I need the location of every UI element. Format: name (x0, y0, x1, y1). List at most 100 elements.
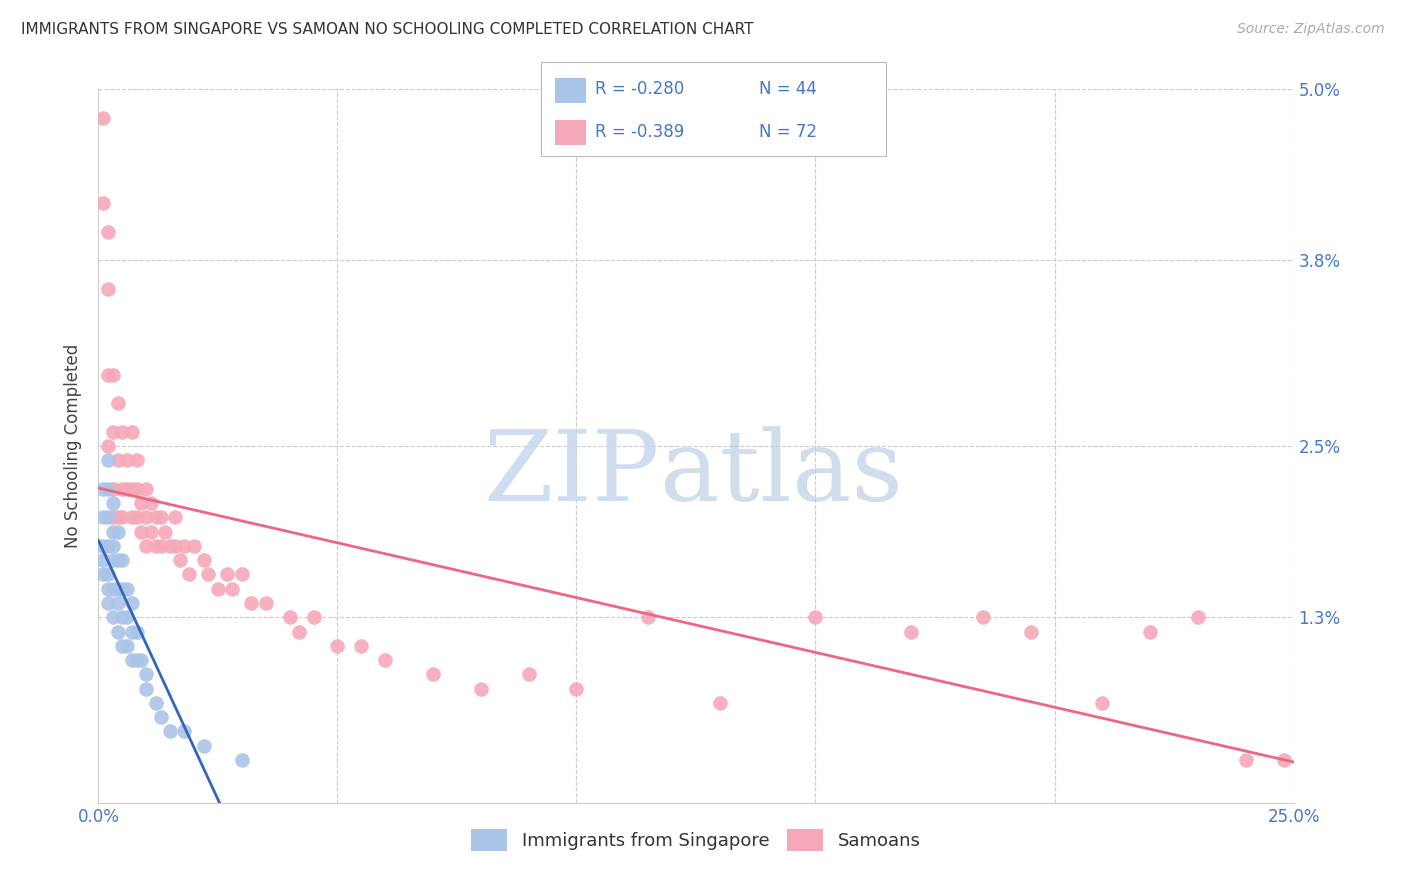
Point (91, 196, 114, 211)
Point (97, 567, 120, 582)
Point (159, 724, 181, 739)
Point (121, 425, 143, 439)
Point (107, 524, 129, 539)
Point (97, 596, 120, 610)
Point (101, 539, 124, 553)
Point (121, 653, 143, 667)
Point (107, 596, 129, 610)
Point (135, 681, 157, 696)
Point (107, 510, 129, 524)
Point (107, 624, 129, 639)
Text: R = -0.280: R = -0.280 (595, 80, 683, 98)
Point (149, 539, 172, 553)
Point (131, 653, 153, 667)
Point (193, 739, 215, 753)
Point (111, 553, 134, 567)
Point (97, 482, 120, 496)
Point (115, 482, 138, 496)
Point (231, 567, 253, 582)
Point (101, 553, 124, 567)
Point (135, 539, 157, 553)
Point (125, 510, 148, 524)
Point (1139, 624, 1161, 639)
Point (121, 482, 143, 496)
Point (101, 610, 124, 624)
Text: N = 72: N = 72 (759, 123, 817, 141)
Point (135, 482, 157, 496)
Text: IMMIGRANTS FROM SINGAPORE VS SAMOAN NO SCHOOLING COMPLETED CORRELATION CHART: IMMIGRANTS FROM SINGAPORE VS SAMOAN NO S… (21, 22, 754, 37)
Point (121, 596, 143, 610)
Point (125, 453, 148, 467)
Point (91, 553, 114, 567)
Point (135, 510, 157, 524)
Point (101, 425, 124, 439)
Point (125, 624, 148, 639)
Point (193, 553, 215, 567)
Point (91, 111, 114, 125)
Point (1234, 753, 1257, 767)
Point (111, 610, 134, 624)
Point (565, 681, 588, 696)
Text: R = -0.389: R = -0.389 (595, 123, 683, 141)
Point (97, 510, 120, 524)
Point (115, 639, 138, 653)
Point (145, 696, 167, 710)
Point (155, 524, 177, 539)
Point (326, 639, 349, 653)
Point (278, 610, 301, 624)
Point (101, 496, 124, 510)
Point (804, 610, 827, 624)
Point (183, 539, 205, 553)
Point (121, 510, 143, 524)
Point (101, 510, 124, 524)
Point (111, 639, 134, 653)
Point (125, 482, 148, 496)
Point (1187, 610, 1209, 624)
Point (111, 582, 134, 596)
Point (97, 453, 120, 467)
Point (972, 610, 994, 624)
Point (111, 482, 134, 496)
Point (101, 368, 124, 382)
Text: N = 44: N = 44 (759, 80, 817, 98)
Point (422, 667, 444, 681)
Point (115, 582, 138, 596)
Point (163, 539, 186, 553)
Point (131, 496, 153, 510)
Y-axis label: No Schooling Completed: No Schooling Completed (65, 344, 83, 548)
Point (111, 425, 134, 439)
Point (254, 596, 277, 610)
Point (637, 610, 659, 624)
Point (149, 710, 172, 724)
Point (115, 453, 138, 467)
Point (115, 610, 138, 624)
Text: Source: ZipAtlas.com: Source: ZipAtlas.com (1237, 22, 1385, 37)
Point (709, 696, 731, 710)
Point (374, 653, 396, 667)
Point (101, 524, 124, 539)
Point (900, 624, 922, 639)
Point (91, 510, 114, 524)
Point (159, 539, 181, 553)
Point (97, 539, 120, 553)
Point (221, 582, 243, 596)
Point (145, 539, 167, 553)
Point (97, 225, 120, 239)
Point (107, 453, 129, 467)
Point (139, 496, 162, 510)
Point (121, 624, 143, 639)
Point (101, 582, 124, 596)
Point (91, 482, 114, 496)
Point (217, 567, 239, 582)
Point (197, 567, 219, 582)
Point (517, 667, 540, 681)
Point (125, 653, 148, 667)
Point (111, 510, 134, 524)
Point (470, 681, 492, 696)
Point (91, 567, 114, 582)
Point (97, 439, 120, 453)
Point (145, 510, 167, 524)
Point (240, 596, 263, 610)
Point (97, 368, 120, 382)
Point (1019, 624, 1042, 639)
